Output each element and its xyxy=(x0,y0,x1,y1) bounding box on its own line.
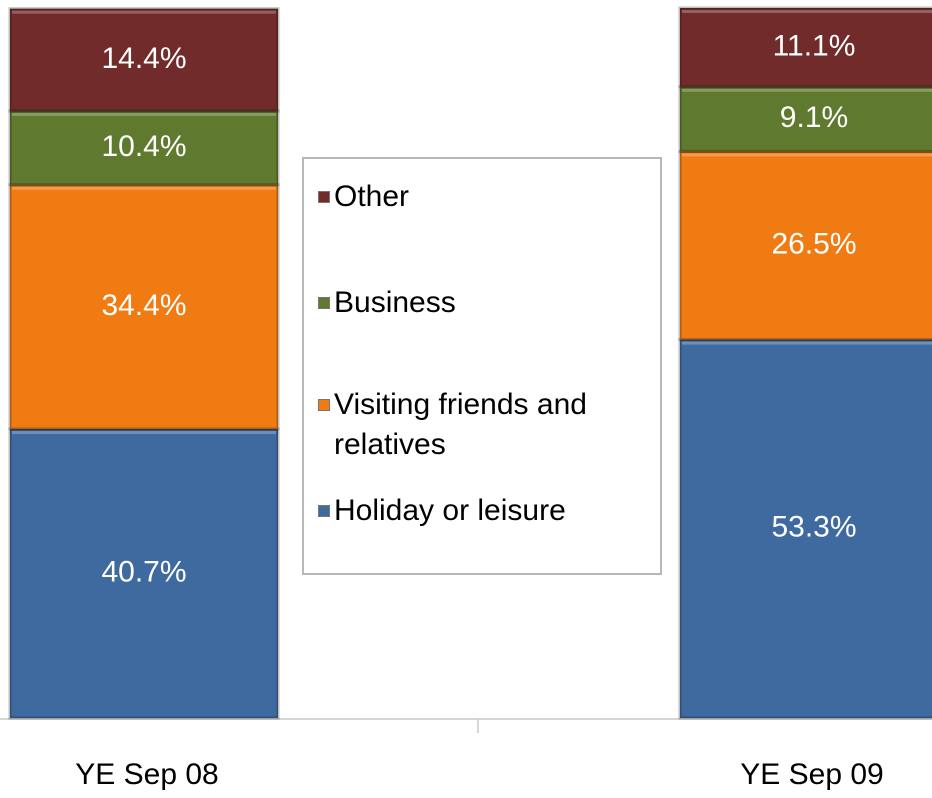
x-tick-label: YE Sep 09 xyxy=(740,758,883,791)
legend-swatch xyxy=(318,505,330,517)
bar-segment xyxy=(678,6,932,89)
legend-label: Other xyxy=(334,180,410,213)
legend-label: Business xyxy=(334,286,456,319)
value-label: 14.4% xyxy=(101,42,186,75)
bar-bevel xyxy=(682,88,932,92)
value-label: 34.4% xyxy=(101,289,186,322)
value-label: 10.4% xyxy=(101,130,186,163)
value-label: 26.5% xyxy=(771,227,856,260)
bar-bevel xyxy=(682,10,932,13)
bar-segment xyxy=(678,338,932,720)
bar-bevel xyxy=(12,112,276,116)
legend-swatch xyxy=(318,399,330,411)
bar-bevel xyxy=(12,10,276,14)
bar-bevel xyxy=(12,186,276,190)
bar-segment xyxy=(678,85,932,153)
value-label: 53.3% xyxy=(771,511,856,544)
x-tick-label: YE Sep 08 xyxy=(75,758,218,791)
legend-label: Visiting friends and relatives xyxy=(334,388,587,461)
bar-bevel xyxy=(682,153,932,157)
legend-swatch xyxy=(318,297,330,309)
value-label: 40.7% xyxy=(101,555,186,588)
legend: Other Business Visiting friends and relati… xyxy=(302,157,662,575)
bar-segment xyxy=(8,427,280,720)
bar-segment xyxy=(678,149,932,342)
legend-label: Holiday or leisure xyxy=(334,494,566,527)
bar-segment xyxy=(8,109,280,187)
legend-item: Business xyxy=(318,283,658,323)
bar-segment xyxy=(8,7,280,113)
value-label: 9.1% xyxy=(780,101,848,134)
bar-bevel xyxy=(682,341,932,345)
legend-item: Holiday or leisure xyxy=(318,491,658,531)
bar-bevel xyxy=(12,431,276,435)
legend-item: Other xyxy=(318,177,658,217)
legend-swatch xyxy=(318,191,330,203)
value-label: 11.1% xyxy=(773,29,856,62)
legend-item: Visiting friends and relatives xyxy=(318,385,658,465)
